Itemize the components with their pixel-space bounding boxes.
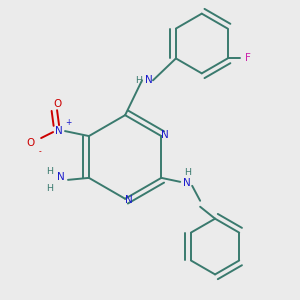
Text: H: H [46, 167, 54, 176]
Text: N: N [161, 130, 169, 140]
Text: H: H [46, 184, 54, 193]
Text: N: N [183, 178, 191, 188]
Text: N: N [55, 126, 63, 136]
Text: H: H [184, 168, 191, 177]
Text: H: H [136, 76, 142, 85]
Text: O: O [26, 138, 34, 148]
Text: +: + [65, 118, 71, 127]
Text: N: N [145, 75, 153, 85]
Text: N: N [57, 172, 65, 182]
Text: O: O [53, 99, 61, 109]
Text: N: N [125, 195, 133, 205]
Text: -: - [39, 148, 41, 157]
Text: F: F [244, 53, 250, 63]
